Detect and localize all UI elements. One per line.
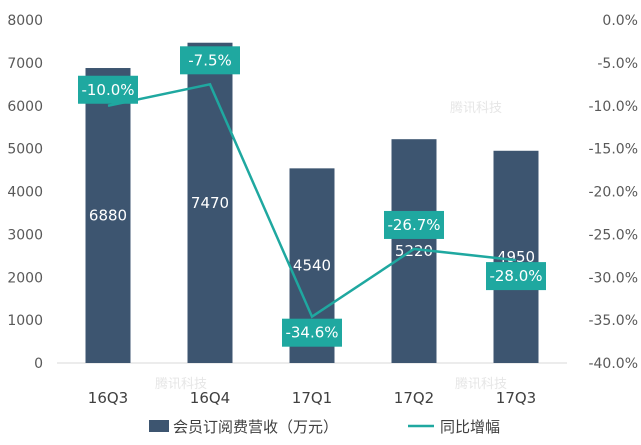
- right-tick-label: -15.0%: [588, 142, 638, 158]
- line-value-label: -10.0%: [81, 81, 134, 99]
- line-label-box: [78, 75, 138, 104]
- line-value-label: -7.5%: [188, 51, 232, 69]
- line-value-label: -34.6%: [285, 324, 338, 342]
- right-tick-label: -5.0%: [597, 56, 638, 72]
- left-tick-label: 2000: [7, 270, 43, 286]
- watermark-2: 腾讯科技: [455, 376, 507, 392]
- line-value-label: -28.0%: [489, 267, 542, 285]
- left-tick-label: 5000: [7, 142, 43, 158]
- left-tick-label: 0: [34, 356, 43, 372]
- category-label: 17Q2: [394, 389, 434, 407]
- category-label: 17Q1: [292, 389, 332, 407]
- bar-17Q3: [493, 150, 539, 363]
- bar-value-label: 4950: [497, 248, 535, 266]
- right-tick-label: 0.0%: [602, 13, 638, 29]
- watermark-1: 腾讯科技: [155, 376, 207, 392]
- bar-value-label: 6880: [89, 207, 127, 225]
- right-tick-label: -40.0%: [588, 356, 638, 372]
- bar-16Q4: [187, 42, 233, 363]
- left-tick-label: 7000: [7, 56, 43, 72]
- watermark-0: 腾讯科技: [450, 100, 502, 116]
- right-tick-label: -30.0%: [588, 270, 638, 286]
- line-label-box: [180, 46, 240, 75]
- line-label-17Q3: -28.0%: [486, 262, 546, 291]
- line-label-box: [384, 210, 444, 239]
- line-label-box: [486, 262, 546, 291]
- category-label: 16Q3: [88, 389, 128, 407]
- line-labels: -10.0% -7.5% -34.6% -26.7% -28.0%: [78, 46, 546, 347]
- right-axis: 0.0% -5.0% -10.0% -15.0% -20.0% -25.0% -30.0% -…: [588, 13, 638, 372]
- left-tick-label: 6000: [7, 99, 43, 115]
- bar-value-label: 7470: [191, 194, 229, 212]
- line-label-17Q2: -26.7%: [384, 210, 444, 239]
- right-tick-label: -10.0%: [588, 99, 638, 115]
- left-tick-label: 4000: [7, 185, 43, 201]
- category-label: 17Q3: [496, 389, 536, 407]
- line-value-label: -26.7%: [387, 216, 440, 234]
- legend-bar-swatch: [149, 420, 169, 432]
- right-tick-label: -35.0%: [588, 313, 638, 329]
- line-label-16Q4: -7.5%: [180, 46, 240, 75]
- line-label-17Q1: -34.6%: [282, 318, 342, 347]
- left-tick-label: 3000: [7, 227, 43, 243]
- legend: 会员订阅费营收（万元） 同比增幅: [149, 418, 500, 436]
- bar-16Q3: [85, 68, 131, 364]
- legend-bar-label: 会员订阅费营收（万元）: [173, 418, 338, 436]
- x-axis-categories: 16Q3 16Q4 17Q1 17Q2 17Q3: [88, 389, 536, 407]
- left-axis: 0 1000 2000 3000 4000 5000 6000 7000 8000: [7, 13, 43, 372]
- right-tick-label: -20.0%: [588, 185, 638, 201]
- legend-line-label: 同比增幅: [440, 418, 500, 436]
- line-label-box: [282, 318, 342, 347]
- right-tick-label: -25.0%: [588, 227, 638, 243]
- growth-line: [107, 82, 517, 319]
- left-tick-label: 1000: [7, 313, 43, 329]
- left-tick-label: 8000: [7, 13, 43, 29]
- line-label-16Q3: -10.0%: [78, 75, 138, 104]
- category-label: 16Q4: [190, 389, 230, 407]
- bar-value-label: 4540: [293, 257, 331, 275]
